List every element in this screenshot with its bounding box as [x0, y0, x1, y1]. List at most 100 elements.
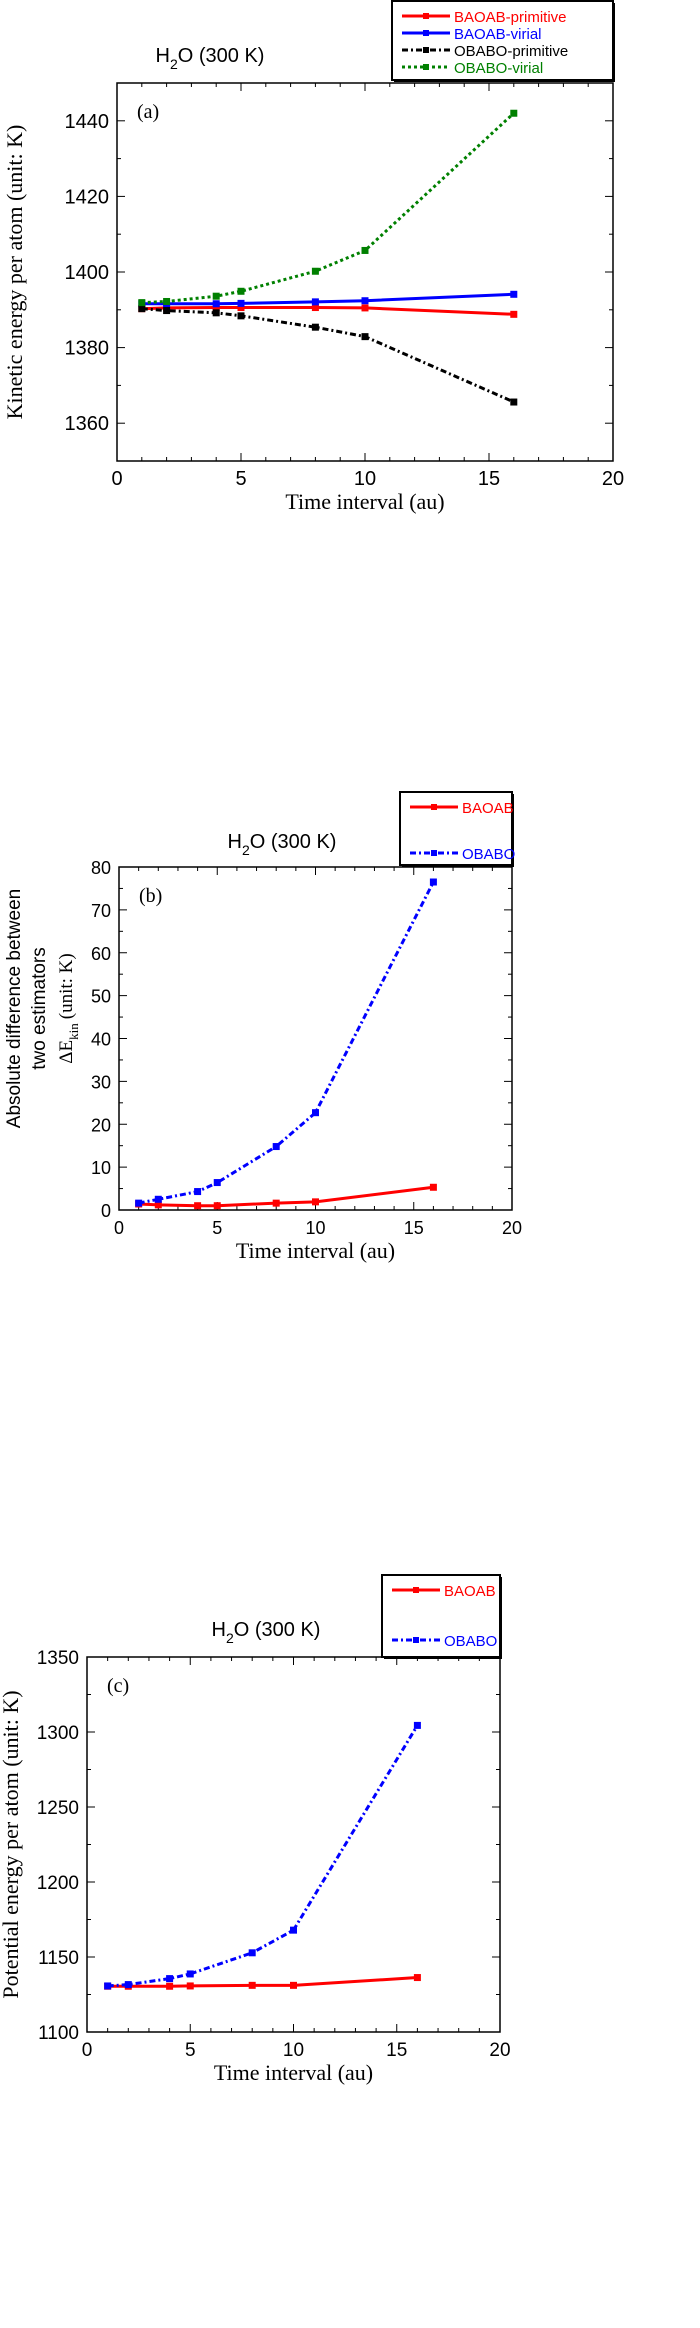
data-point	[194, 1202, 202, 1210]
title-rest: O (300 K)	[250, 831, 337, 853]
series-obabo	[135, 878, 437, 1207]
legend-label: BAOAB-primitive	[454, 9, 567, 26]
data-point	[311, 304, 319, 312]
legend-marker	[431, 804, 437, 810]
legend-marker	[423, 47, 429, 53]
title-subscript: 2	[170, 56, 178, 72]
legend: BAOAB OBABO	[381, 1574, 502, 1659]
data-point	[510, 398, 518, 406]
x-tick-label: 20	[602, 468, 624, 490]
y-tick-label: 1400	[65, 262, 110, 284]
data-point	[194, 1188, 202, 1196]
title-main: H	[156, 45, 170, 67]
data-point	[311, 267, 319, 275]
y-tick-label: 50	[91, 987, 111, 1007]
y-tick-label: 1300	[37, 1723, 79, 1744]
series-obabo	[104, 1721, 421, 1990]
y-tick-label: 30	[91, 1072, 111, 1092]
x-tick-label: 15	[386, 2040, 407, 2061]
title-subscript: 2	[242, 842, 250, 858]
series-baoab-virial	[138, 290, 518, 308]
data-point	[124, 1981, 132, 1989]
data-point	[104, 1982, 112, 1990]
legend-label: OBABO	[462, 846, 515, 863]
y-axis-label: Potential energy per atom (unit: K)	[0, 1690, 23, 1998]
legend-marker	[413, 1587, 419, 1593]
chart-panel-2: 0 5 10 15 20 0 10 20 30 40 50 60 70 80 (b) Time interva…	[4, 791, 522, 1263]
x-axis-label: Time interval (au)	[214, 2060, 373, 2085]
y-tick-label: 10	[91, 1158, 111, 1178]
y-tick-label: 70	[91, 901, 111, 921]
data-point	[272, 1199, 280, 1207]
data-point	[510, 109, 518, 117]
delta-e-symbol: ΔE	[56, 1040, 77, 1064]
title-rest: O (300 K)	[234, 1619, 321, 1641]
legend-label: BAOAB	[444, 1583, 496, 1600]
data-point	[138, 305, 146, 313]
title-rest: O (300 K)	[178, 45, 265, 67]
y-tick-label: 1440	[65, 111, 110, 133]
series-line	[141, 112, 515, 305]
plot-frame	[116, 82, 614, 462]
y-tick-label: 1100	[38, 2023, 79, 2044]
y-tick-label: 1380	[65, 338, 110, 360]
x-tick-label: 5	[185, 2040, 196, 2061]
series-line	[138, 1185, 434, 1208]
x-axis-label: Time interval (au)	[236, 1238, 395, 1263]
legend-label: BAOAB	[462, 800, 514, 817]
data-point	[166, 1975, 174, 1983]
x-tick-label: 0	[114, 1218, 124, 1238]
data-point	[290, 1981, 297, 1989]
delta-e-subscript: kin	[66, 1023, 81, 1040]
data-point	[272, 1143, 280, 1151]
data-point	[290, 1926, 297, 1934]
data-point	[212, 300, 220, 308]
data-point	[186, 1982, 194, 1990]
legend: BAOAB OBABO	[399, 791, 515, 867]
y-tick-label: 1420	[65, 186, 110, 208]
legend: BAOAB-primitiveBAOAB-virialOBABO-primiti…	[391, 0, 615, 82]
legend-marker	[423, 13, 429, 19]
legend-label: OBABO-primitive	[454, 43, 568, 60]
title-main: H	[212, 1619, 226, 1641]
data-point	[429, 878, 437, 886]
chart-panel-3: 0 5 10 15 20 1100 1150 1200 1250 1300 1350 (c) Time …	[0, 1574, 511, 2085]
y-axis-label-line-1: Absolute difference between	[4, 889, 25, 1128]
x-tick-label: 20	[489, 2040, 510, 2061]
chart-title: H2O (300 K)	[156, 45, 265, 72]
series-obabo-primitive	[138, 305, 518, 406]
legend-label: BAOAB-virial	[454, 26, 542, 43]
title-subscript: 2	[226, 1630, 234, 1646]
data-point	[413, 1974, 421, 1982]
legend-marker	[423, 30, 429, 36]
data-point	[237, 312, 245, 320]
y-tick-label: 80	[91, 858, 111, 878]
data-point	[212, 304, 220, 312]
data-point	[163, 307, 171, 315]
chart-panel-1: 0 5 10 15 20 1360 1380 1400 1420 1440 (a) Time inte…	[2, 0, 624, 514]
data-point	[237, 287, 245, 295]
legend-marker	[413, 1637, 419, 1643]
data-point	[361, 304, 369, 312]
data-point	[510, 290, 518, 298]
legend-marker	[431, 850, 437, 856]
title-main: H	[228, 831, 242, 853]
data-point	[237, 304, 245, 312]
x-tick-label: 10	[283, 2040, 304, 2061]
y-axis-label-line-2: two estimators	[29, 947, 50, 1069]
y-tick-label: 1360	[65, 413, 110, 435]
series-line	[107, 1724, 419, 1988]
data-point	[212, 292, 220, 300]
data-point	[312, 1109, 319, 1117]
data-point	[361, 297, 369, 305]
series-baoab-primitive	[138, 304, 518, 318]
y-tick-label: 60	[91, 944, 111, 964]
data-point	[510, 310, 518, 318]
legend-marker	[423, 64, 429, 70]
x-tick-label: 0	[82, 2040, 93, 2061]
y-axis-label: Kinetic energy per atom (unit: K)	[2, 125, 27, 420]
series-line	[138, 881, 435, 1205]
data-point	[166, 1982, 174, 1990]
x-axis-label: Time interval (au)	[285, 489, 444, 514]
x-tick-label: 10	[354, 468, 376, 490]
